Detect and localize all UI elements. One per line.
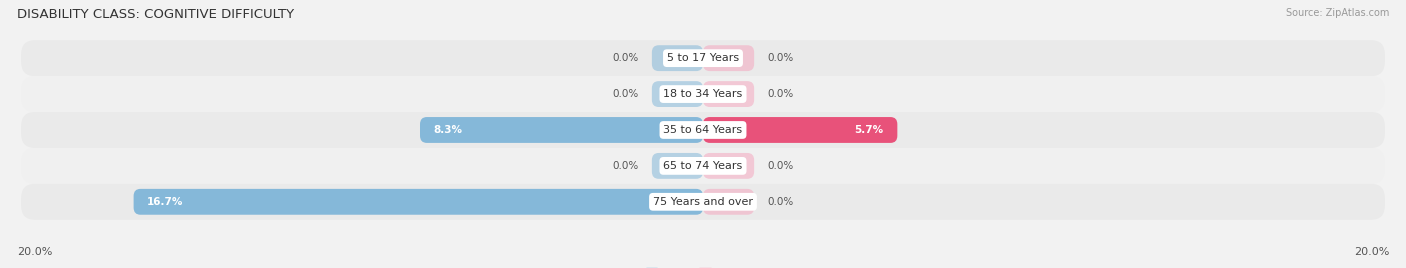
- FancyBboxPatch shape: [652, 81, 703, 107]
- FancyBboxPatch shape: [420, 117, 703, 143]
- Text: 5 to 17 Years: 5 to 17 Years: [666, 53, 740, 63]
- FancyBboxPatch shape: [21, 184, 1385, 220]
- FancyBboxPatch shape: [134, 189, 703, 215]
- Text: 20.0%: 20.0%: [1354, 247, 1389, 257]
- FancyBboxPatch shape: [703, 45, 754, 71]
- FancyBboxPatch shape: [703, 117, 897, 143]
- Text: 16.7%: 16.7%: [148, 197, 184, 207]
- FancyBboxPatch shape: [21, 76, 1385, 112]
- FancyBboxPatch shape: [21, 148, 1385, 184]
- FancyBboxPatch shape: [652, 45, 703, 71]
- Text: 0.0%: 0.0%: [612, 89, 638, 99]
- Text: 35 to 64 Years: 35 to 64 Years: [664, 125, 742, 135]
- FancyBboxPatch shape: [21, 112, 1385, 148]
- FancyBboxPatch shape: [703, 81, 754, 107]
- FancyBboxPatch shape: [21, 40, 1385, 76]
- FancyBboxPatch shape: [703, 189, 754, 215]
- FancyBboxPatch shape: [703, 153, 754, 179]
- FancyBboxPatch shape: [652, 153, 703, 179]
- Text: 0.0%: 0.0%: [612, 53, 638, 63]
- Text: 0.0%: 0.0%: [768, 89, 794, 99]
- Text: DISABILITY CLASS: COGNITIVE DIFFICULTY: DISABILITY CLASS: COGNITIVE DIFFICULTY: [17, 8, 294, 21]
- Text: 5.7%: 5.7%: [855, 125, 884, 135]
- Text: 0.0%: 0.0%: [768, 53, 794, 63]
- Text: 20.0%: 20.0%: [17, 247, 52, 257]
- Text: 18 to 34 Years: 18 to 34 Years: [664, 89, 742, 99]
- Text: 8.3%: 8.3%: [433, 125, 463, 135]
- Text: 0.0%: 0.0%: [768, 197, 794, 207]
- Text: 0.0%: 0.0%: [612, 161, 638, 171]
- Text: Source: ZipAtlas.com: Source: ZipAtlas.com: [1285, 8, 1389, 18]
- Text: 0.0%: 0.0%: [768, 161, 794, 171]
- Legend: Male, Female: Male, Female: [641, 263, 765, 268]
- Text: 65 to 74 Years: 65 to 74 Years: [664, 161, 742, 171]
- Text: 75 Years and over: 75 Years and over: [652, 197, 754, 207]
